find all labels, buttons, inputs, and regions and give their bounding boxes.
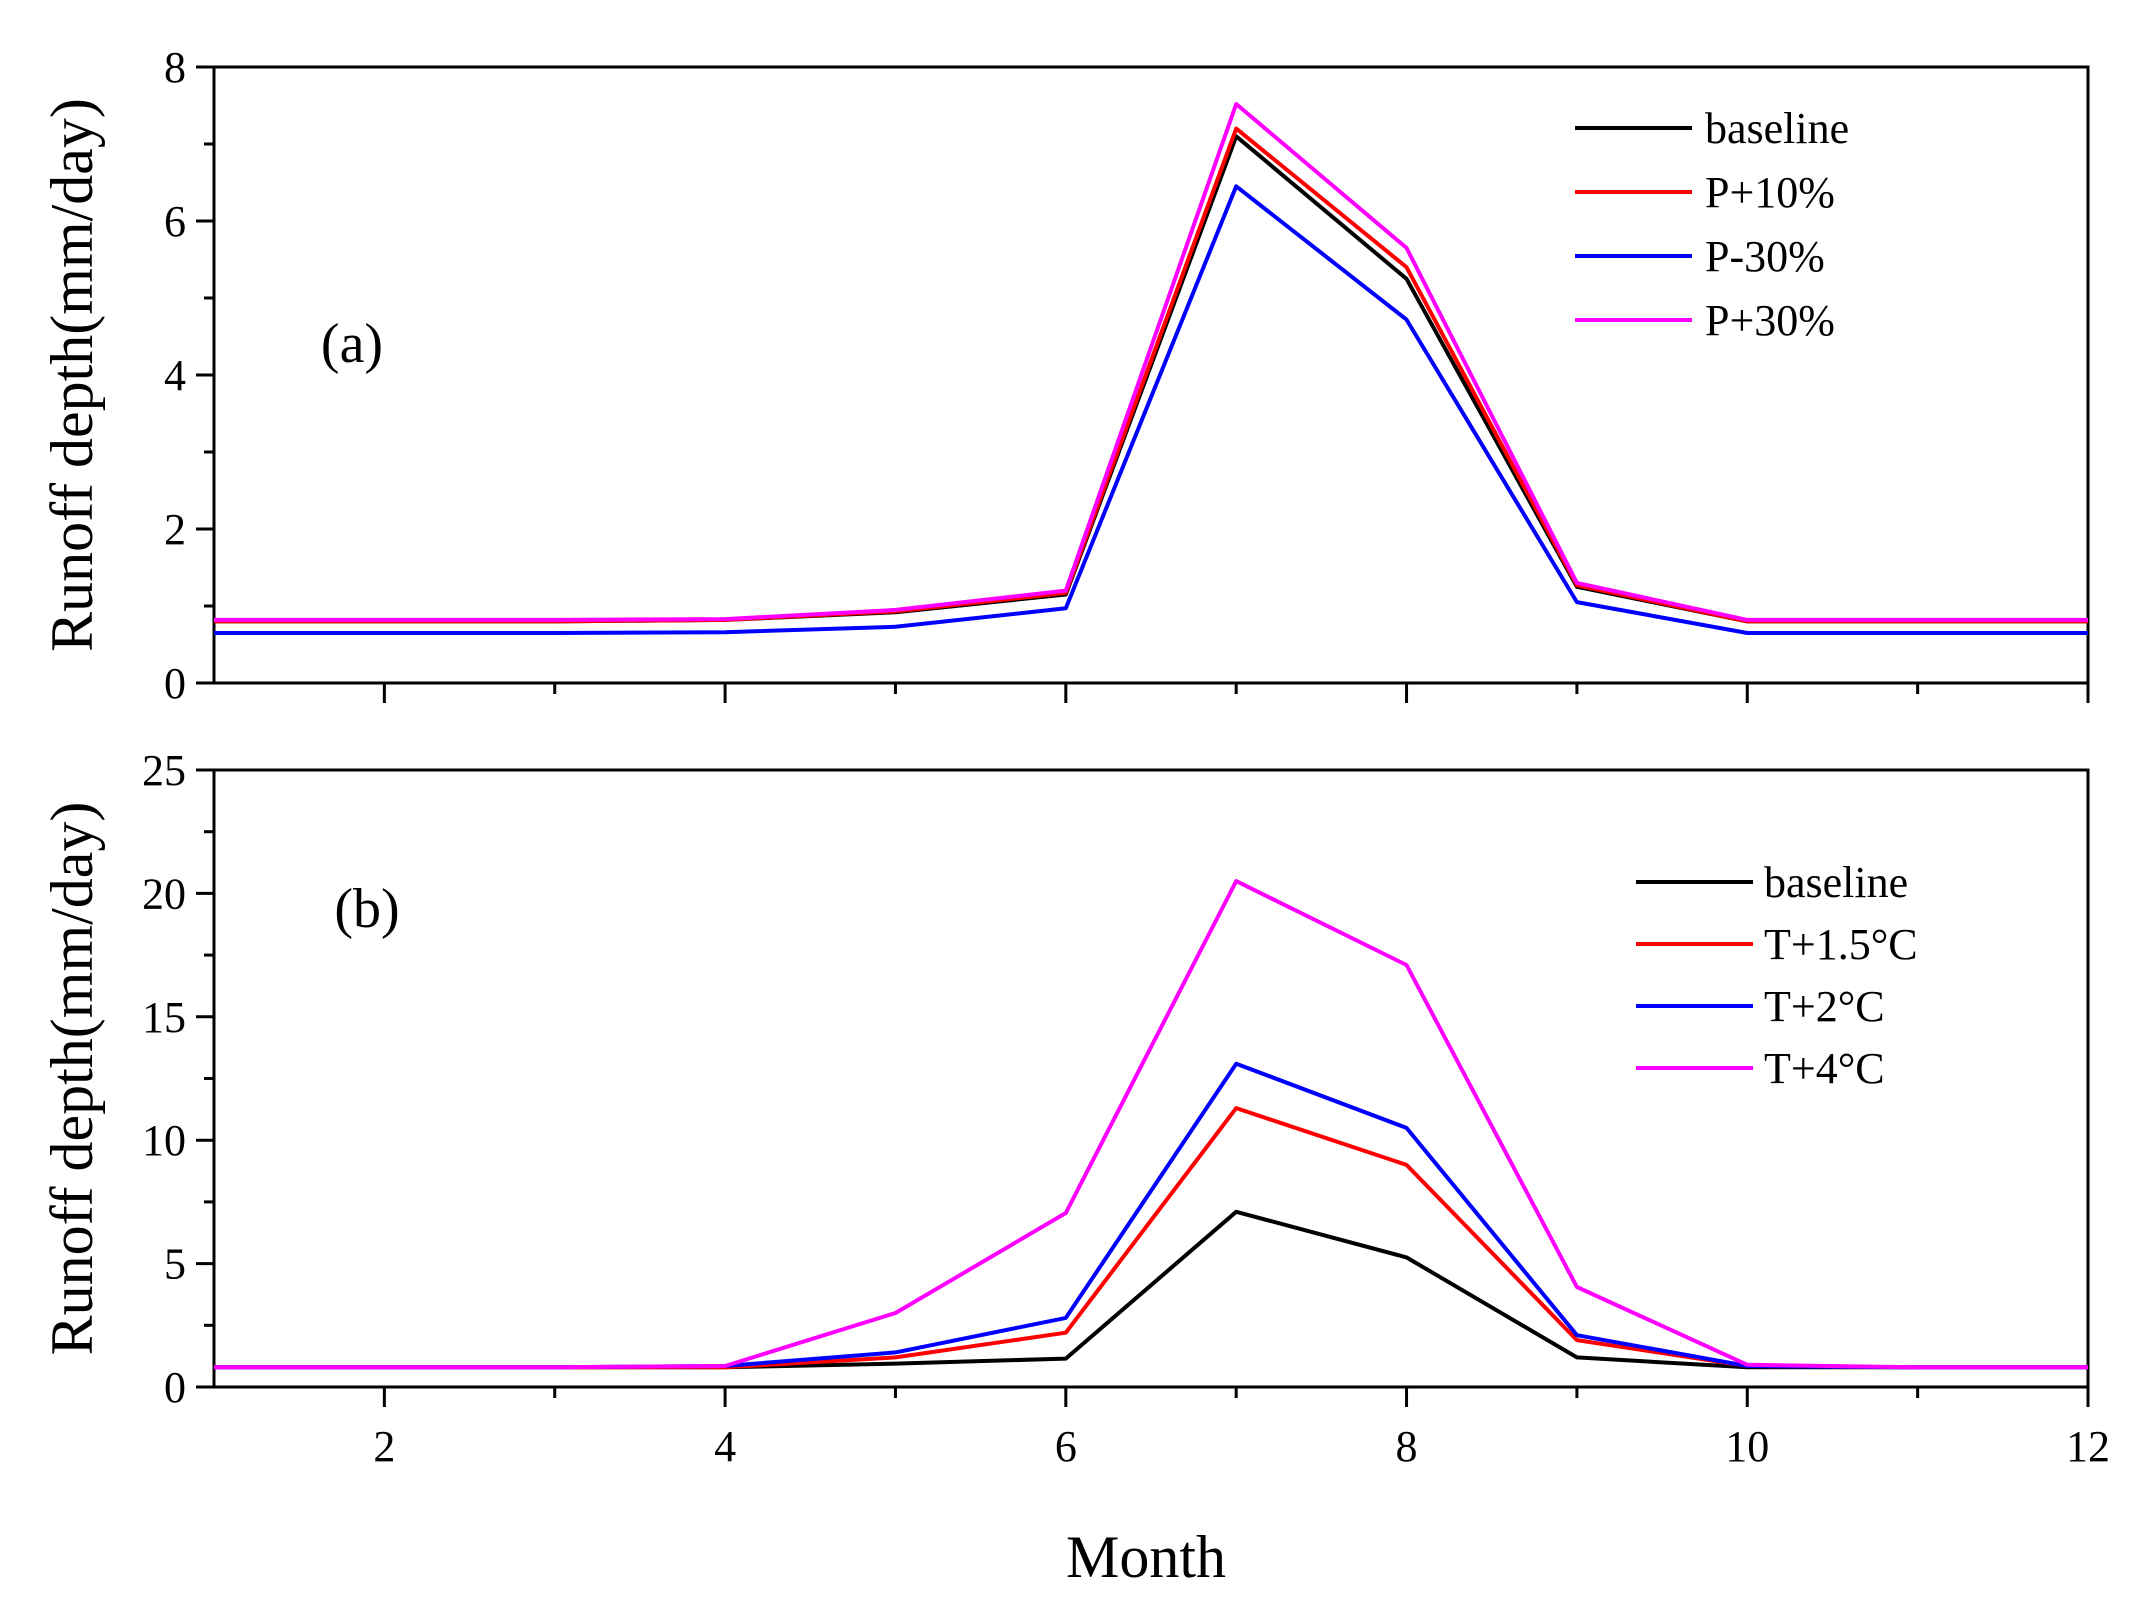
panel-label: (a) [321,313,383,375]
legend-label: P-30% [1705,232,1825,281]
y-tick-label: 0 [164,659,186,708]
legend-label: T+2°C [1764,982,1885,1031]
legend-label: baseline [1705,104,1849,153]
y-tick-label: 2 [164,505,186,554]
x-tick-label: 12 [2066,1422,2110,1471]
y-axis-title: Runoff depth(mm/day) [39,802,105,1356]
legend-label: T+4°C [1764,1044,1885,1093]
series-line-p-30- [214,102,2088,622]
x-tick-label: 10 [1725,1422,1769,1471]
series-line-t-4-c [214,879,2088,1370]
y-tick-label: 8 [164,43,186,92]
legend-label: baseline [1764,858,1908,907]
y-tick-label: 25 [142,746,186,795]
panel-label: (b) [334,878,399,940]
y-tick-label: 10 [142,1116,186,1165]
y-tick-label: 6 [164,197,186,246]
x-tick-label: 8 [1396,1422,1418,1471]
series-line-p-30- [214,184,2088,635]
x-tick-label: 6 [1055,1422,1077,1471]
y-tick-label: 4 [164,351,186,400]
y-tick-label: 15 [142,993,186,1042]
series-line-t-1-5-c [214,1106,2088,1370]
legend-label: P+10% [1705,168,1835,217]
x-axis-title: Month [1066,1524,1226,1590]
legend-label: T+1.5°C [1764,920,1918,969]
x-tick-label: 2 [373,1422,395,1471]
y-axis-title: Runoff depth(mm/day) [39,98,105,652]
series-line-baseline [214,1209,2088,1370]
x-tick-label: 4 [714,1422,736,1471]
y-tick-label: 20 [142,869,186,918]
y-tick-label: 5 [164,1240,186,1289]
plot-frame-1 [212,65,2090,685]
y-tick-label: 0 [164,1363,186,1412]
series-line-t-2-c [214,1061,2088,1370]
legend-label: P+30% [1705,296,1835,345]
